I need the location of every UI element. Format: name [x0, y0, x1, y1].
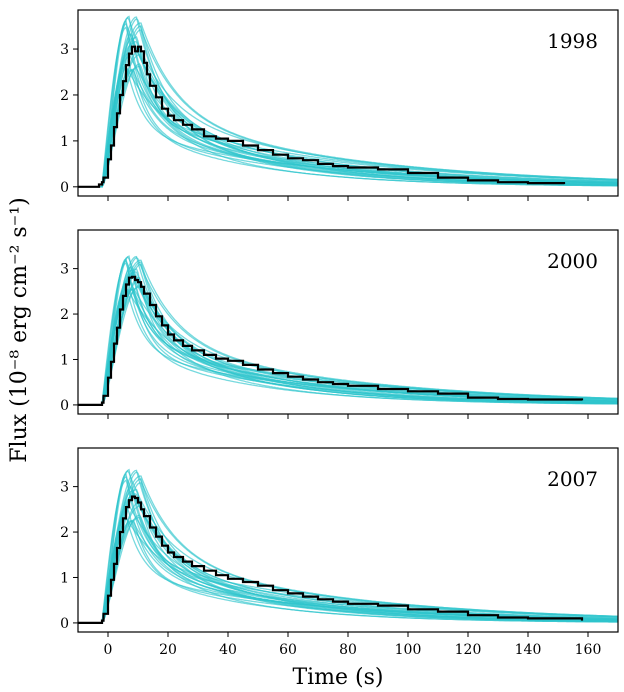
model-curve: [78, 56, 618, 188]
model-curve: [78, 257, 618, 406]
panel-1998: 0 1 2 3 1998: [60, 9, 619, 201]
model-curve: [78, 472, 618, 624]
x-tick-label: 60: [279, 642, 297, 658]
panel-curves: [78, 255, 618, 406]
y-tick-label: 3: [60, 262, 69, 278]
model-curve: [78, 19, 618, 188]
x-tick-label: 120: [455, 642, 482, 658]
panel-year-label: 2000: [547, 249, 598, 273]
panel-2007: 0 1 2 3 0 20 40 60 80 100 120 140 160 2007: [60, 447, 619, 658]
y-tick-label: 0: [60, 616, 69, 632]
x-tick-label: 40: [219, 642, 237, 658]
data-lightcurve: [78, 275, 584, 406]
y-tick-label: 0: [60, 180, 69, 196]
y-axis-label: Flux (10⁻⁸ erg cm⁻² s⁻¹): [7, 197, 32, 462]
model-curve: [78, 286, 618, 406]
panel-year-label: 1998: [547, 29, 598, 53]
data-lightcurve: [78, 495, 584, 624]
y-tick-label: 1: [60, 570, 69, 586]
x-tick-label: 80: [339, 642, 357, 658]
x-tick-label: 0: [104, 642, 113, 658]
panel-curves: [78, 15, 618, 188]
x-tick-label: 160: [575, 642, 602, 658]
x-tick-label: 20: [159, 642, 177, 658]
y-tick-label: 1: [60, 134, 69, 150]
y-tick-label: 2: [60, 88, 69, 104]
x-tick-label: 140: [515, 642, 542, 658]
panel-2000: 0 1 2 3 2000: [60, 229, 619, 419]
y-tick-label: 1: [60, 352, 69, 368]
panel-year-label: 2007: [547, 467, 598, 491]
data-lightcurve: [78, 45, 566, 188]
y-tick-label: 3: [60, 480, 69, 496]
panel-curves: [78, 468, 618, 624]
y-tick-label: 0: [60, 398, 69, 414]
y-tick-label: 3: [60, 42, 69, 58]
y-tick-label: 2: [60, 525, 69, 541]
x-axis-label: Time (s): [292, 665, 383, 690]
model-curve: [78, 287, 618, 406]
y-tick-label: 2: [60, 307, 69, 323]
x-tick-label: 100: [395, 642, 422, 658]
